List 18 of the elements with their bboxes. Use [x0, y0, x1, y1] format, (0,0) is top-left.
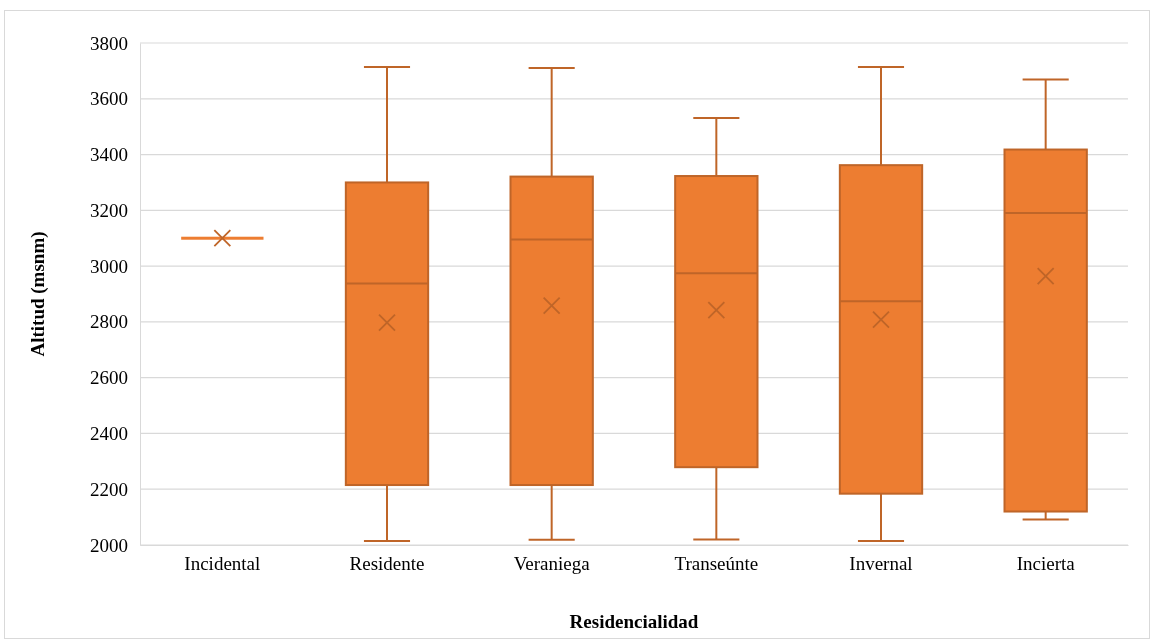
y-tick-label: 2400	[90, 423, 128, 445]
y-axis-title: Altitud (msnm)	[27, 231, 49, 357]
y-tick-label: 3000	[90, 255, 128, 277]
x-tick-label: Transeúnte	[674, 553, 759, 575]
x-tick-label: Veraniega	[513, 553, 591, 575]
y-tick-label: 3400	[90, 144, 128, 166]
y-tick-label: 3200	[90, 199, 128, 221]
x-tick-label: Incierta	[1016, 553, 1076, 575]
x-tick-label: Residente	[349, 553, 425, 575]
x-axis-title: Residencialidad	[569, 611, 699, 632]
y-tick-label: 3800	[90, 32, 128, 54]
x-tick-label: Invernal	[849, 553, 913, 575]
y-tick-label: 2800	[90, 311, 128, 333]
y-tick-label: 3600	[90, 88, 128, 110]
y-tick-label: 2000	[90, 534, 128, 556]
y-tick-label: 2200	[90, 478, 128, 500]
y-tick-label: 2600	[90, 367, 128, 389]
x-tick-label: Incidental	[184, 553, 261, 575]
